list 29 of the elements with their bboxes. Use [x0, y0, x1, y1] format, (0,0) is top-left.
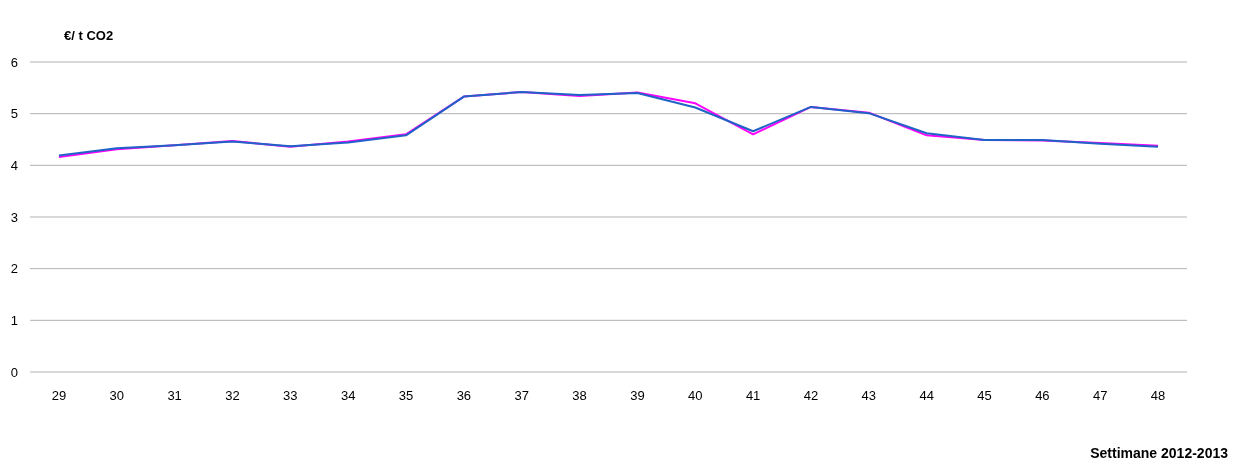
x-tick-label: 48 [1150, 388, 1166, 403]
x-tick-label: 42 [803, 388, 819, 403]
x-tick-label: 29 [51, 388, 67, 403]
x-tick-label: 31 [167, 388, 182, 403]
x-tick-label: 43 [861, 388, 877, 403]
y-tick-label: 4 [10, 157, 18, 173]
x-tick-label: 36 [456, 388, 472, 403]
x-tick-label: 38 [572, 388, 587, 403]
x-tick-label: 35 [398, 388, 414, 403]
x-tick-label: 45 [977, 388, 992, 403]
y-axis-title: €/ t CO2 [64, 28, 114, 43]
x-tick-label: 40 [688, 388, 703, 403]
x-tick-label: 41 [745, 388, 761, 403]
x-tick-label: 44 [919, 388, 934, 403]
y-tick-label: 1 [10, 312, 18, 328]
y-tick-label: 5 [10, 106, 18, 122]
x-tick-label: 30 [109, 388, 125, 403]
x-axis-title: Settimane 2012-2013 [1090, 445, 1229, 461]
x-tick-label: 33 [283, 388, 298, 403]
x-tick-label: 32 [225, 388, 240, 403]
x-tick-label: 34 [340, 388, 356, 403]
y-tick-label: 0 [10, 364, 18, 380]
x-tick-label: 46 [1035, 388, 1050, 403]
y-tick-label: 6 [10, 54, 18, 70]
y-tick-label: 3 [10, 209, 18, 225]
y-tick-label: 2 [10, 261, 18, 277]
x-tick-label: 39 [630, 388, 645, 403]
x-tick-label: 37 [514, 388, 529, 403]
x-tick-label: 47 [1092, 388, 1108, 403]
